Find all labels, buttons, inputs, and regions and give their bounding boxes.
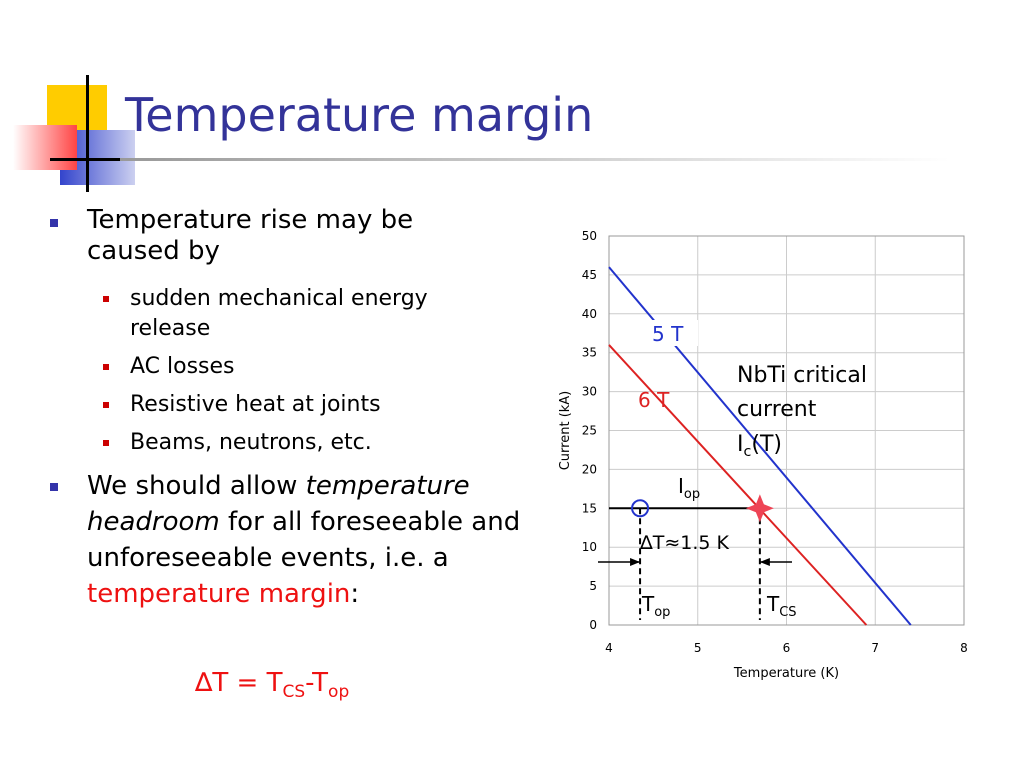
- annotation: ∆T≈1.5 K: [639, 532, 729, 554]
- sub-bullet: Beams, neutrons, etc.: [130, 430, 372, 455]
- text: T: [641, 592, 655, 616]
- text: CS: [282, 682, 306, 703]
- sub-bullet: AC losses: [130, 354, 235, 379]
- formula: ∆T = TCS-Top: [195, 668, 349, 702]
- deco: [13, 125, 77, 170]
- text: We should allow: [87, 471, 306, 501]
- annotation: Top: [641, 592, 670, 620]
- y-tick-label: 25: [582, 424, 597, 438]
- text: op: [684, 487, 700, 502]
- text: op: [654, 605, 670, 620]
- x-tick-label: 8: [960, 641, 968, 655]
- y-tick-label: 35: [582, 346, 597, 360]
- text: temperature margin: [87, 579, 351, 609]
- sub-bullet: Resistive heat at joints: [130, 392, 381, 417]
- y-tick-label: 0: [589, 618, 597, 632]
- y-tick-label: 10: [582, 540, 597, 554]
- x-tick-label: 4: [605, 641, 613, 655]
- text: I: [737, 432, 744, 457]
- bullet: [50, 483, 58, 491]
- y-tick-label: 30: [582, 385, 597, 399]
- annotation: TCS: [766, 592, 797, 620]
- annotation: Iop: [678, 474, 700, 502]
- text: for all foreseeable and unforeseeable ev…: [87, 507, 521, 573]
- text: T: [766, 592, 780, 616]
- plot-frame: [608, 235, 965, 626]
- op-point: [631, 499, 650, 518]
- text: ∆T = T: [195, 668, 283, 698]
- series-line: [608, 344, 868, 626]
- rule: [120, 158, 950, 161]
- bullet: [50, 219, 58, 227]
- cs-point: [745, 494, 774, 523]
- text: -T: [305, 668, 329, 698]
- text: op: [328, 682, 350, 703]
- text: CS: [779, 605, 796, 620]
- bullet-text: We should allow temperature headroom for…: [87, 468, 537, 612]
- y-tick-label: 40: [582, 307, 597, 321]
- text: I: [678, 474, 684, 498]
- y-tick-label: 5: [589, 579, 597, 593]
- annotation: NbTi critical: [737, 363, 867, 388]
- text: (T): [751, 432, 782, 457]
- bullet: [103, 440, 109, 446]
- y-tick-label: 15: [582, 501, 597, 515]
- sub-bullet: sudden mechanical energy release: [130, 286, 428, 341]
- y-tick-label: 50: [582, 229, 597, 243]
- x-tick-label: 7: [871, 641, 879, 655]
- series-label: 5 T: [652, 322, 684, 346]
- title: Temperature margin: [125, 88, 594, 142]
- text: c: [744, 444, 752, 460]
- bullet: [103, 296, 109, 302]
- annotation: current: [737, 397, 817, 422]
- series-label: 6 T: [638, 388, 670, 412]
- deco: [86, 75, 89, 192]
- bullet: [103, 402, 109, 408]
- y-axis-title: Current (kA): [558, 391, 573, 471]
- x-tick-label: 5: [694, 641, 702, 655]
- text: temperature headroom: [87, 471, 470, 537]
- bullet: [103, 364, 109, 370]
- y-tick-label: 45: [582, 268, 597, 282]
- label-box: [645, 320, 698, 346]
- x-axis-title: Temperature (K): [733, 666, 839, 681]
- y-tick-label: 20: [582, 462, 597, 476]
- arrowhead: [759, 558, 770, 566]
- text: :: [350, 579, 360, 609]
- arrowhead: [630, 558, 641, 566]
- annotation: Ic(T): [737, 432, 782, 460]
- bullet-text: Temperature rise may be caused by: [87, 205, 414, 266]
- deco: [50, 158, 135, 161]
- x-tick-label: 6: [783, 641, 791, 655]
